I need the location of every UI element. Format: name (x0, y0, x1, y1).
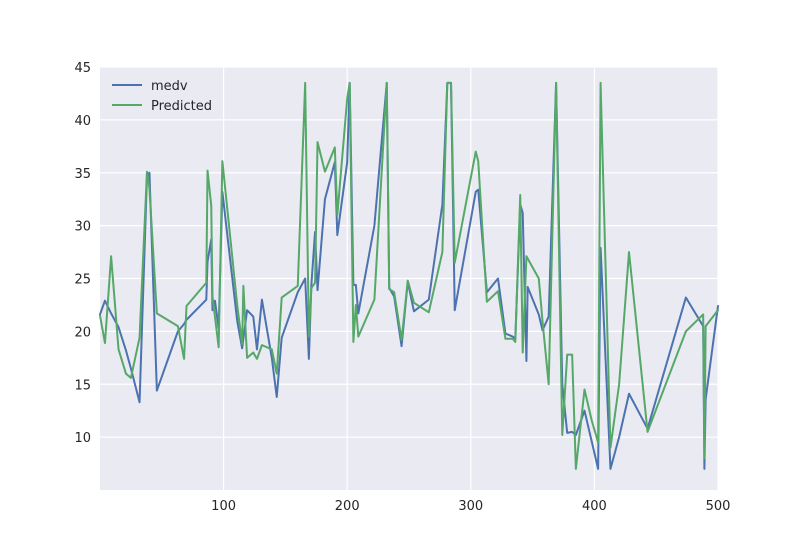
x-tick-label: 200 (335, 499, 360, 514)
grid-lines (100, 66, 719, 490)
series-line-predicted (99, 81, 719, 470)
y-tick-label: 10 (74, 431, 91, 446)
y-tick-label: 40 (74, 114, 91, 129)
series-line-medv (99, 81, 719, 470)
y-tick-label: 30 (74, 220, 91, 235)
y-tick-label: 35 (74, 167, 91, 182)
tick-labels: 10 15 20 25 30 35 40 45 100 200 300 400 500 (74, 61, 730, 514)
y-tick-label: 15 (74, 378, 91, 393)
y-tick-label: 45 (74, 61, 91, 76)
series-layer (99, 81, 719, 470)
x-tick-label: 400 (582, 499, 607, 514)
legend-label: Predicted (151, 99, 212, 114)
legend-label: medv (151, 79, 188, 94)
x-tick-label: 100 (211, 499, 236, 514)
y-tick-label: 20 (74, 325, 91, 340)
x-tick-label: 500 (706, 499, 731, 514)
x-tick-label: 300 (458, 499, 483, 514)
y-tick-label: 25 (74, 273, 91, 288)
legend: medv Predicted (112, 79, 212, 114)
